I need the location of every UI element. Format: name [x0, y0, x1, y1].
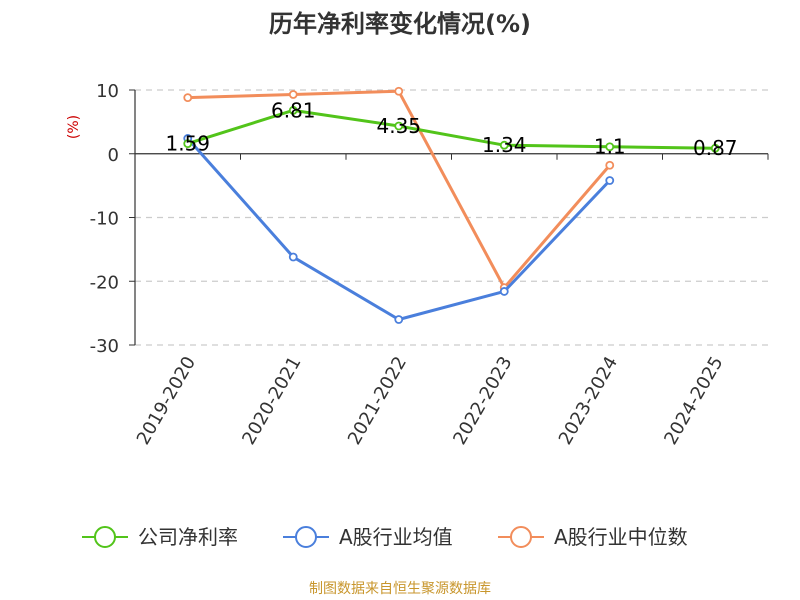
series-line — [187, 108, 716, 150]
y-axis-unit-label: (%) — [66, 115, 82, 139]
data-point — [499, 287, 509, 296]
legend-marker — [295, 526, 317, 548]
data-point — [605, 160, 615, 170]
data-point — [394, 86, 404, 96]
series-line — [186, 137, 611, 321]
legend-label: 公司净利率 — [138, 525, 238, 549]
data-label: 6.81 — [271, 98, 316, 122]
data-point — [288, 252, 298, 262]
data-label: 4.35 — [376, 114, 421, 138]
data-point — [288, 105, 298, 115]
legend: 公司净利率 A股行业均值 A股行业中位数 — [82, 525, 688, 549]
y-tick-label: -10 — [90, 209, 119, 230]
x-tick-label: 2022-2023 — [449, 353, 516, 448]
y-tick-label: 10 — [96, 81, 119, 102]
data-point — [605, 176, 615, 185]
y-tick-label: -30 — [90, 336, 119, 357]
data-point — [183, 139, 193, 149]
data-labels: 1.59 6.81 4.35 1.34 1.1 0.87 — [165, 98, 737, 160]
legend-marker — [94, 526, 116, 548]
data-point — [183, 93, 193, 103]
x-tick-label: 2020-2021 — [238, 353, 305, 448]
data-point — [499, 140, 509, 150]
data-label: 1.1 — [594, 135, 626, 159]
data-label: 1.34 — [482, 133, 527, 157]
data-point — [605, 142, 615, 152]
axes — [129, 89, 769, 346]
legend-label: A股行业均值 — [339, 525, 453, 549]
data-label: 1.59 — [165, 132, 210, 156]
x-tick-labels: 2019-2020 2020-2021 2021-2022 2022-2023 2023… — [133, 353, 728, 448]
source-note: 制图数据来自恒生聚源数据库 — [309, 581, 491, 597]
legend-marker — [510, 526, 532, 548]
data-point — [394, 315, 404, 324]
y-tick-labels: 10 0 -10 -20 -30 — [90, 81, 119, 357]
x-tick-label: 2023-2024 — [555, 353, 622, 448]
chart-title: 历年净利率变化情况(%) — [269, 10, 531, 38]
x-tick-label: 2021-2022 — [344, 353, 411, 448]
data-point — [394, 121, 404, 131]
x-tick-label: 2019-2020 — [133, 353, 200, 448]
legend-label: A股行业中位数 — [554, 525, 688, 549]
y-tick-label: 0 — [108, 145, 119, 166]
data-label: 0.87 — [693, 136, 738, 160]
y-tick-label: -20 — [90, 272, 119, 293]
series-lines — [183, 86, 720, 324]
x-tick-label: 2024-2025 — [660, 353, 727, 448]
data-point — [710, 143, 720, 153]
data-point — [288, 90, 298, 99]
